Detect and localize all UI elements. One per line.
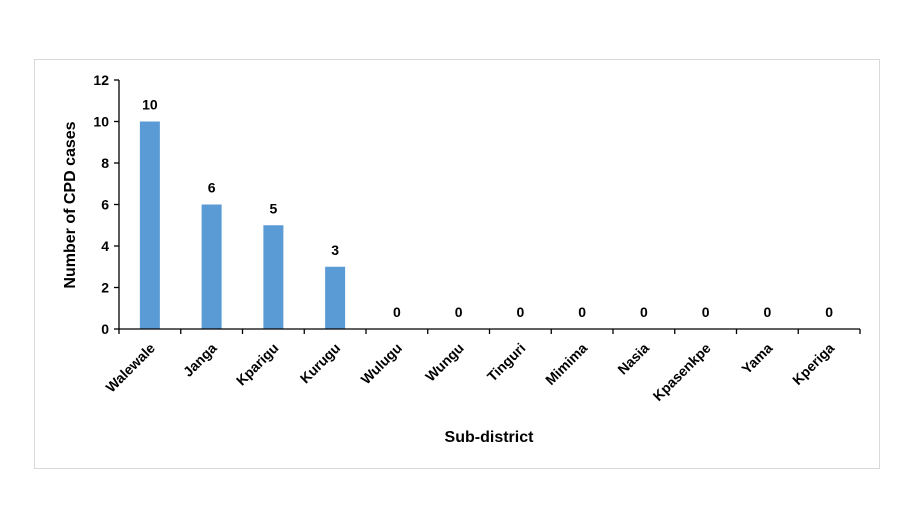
data-label-wungu: 0 bbox=[455, 304, 463, 320]
y-tick-label: 8 bbox=[101, 155, 109, 171]
x-label-kparigu: Kparigu bbox=[233, 340, 282, 389]
x-axis-title: Sub-district bbox=[445, 429, 535, 446]
data-label-kparigu: 5 bbox=[269, 200, 277, 216]
x-label-kpasenkpe: Kpasenkpe bbox=[650, 340, 714, 404]
bars bbox=[139, 121, 346, 329]
x-label-nasia: Nasia bbox=[614, 340, 652, 378]
y-tick-label: 6 bbox=[101, 197, 109, 213]
y-axis-title: Number of CPD cases bbox=[62, 121, 79, 288]
x-label-janga: Janga bbox=[180, 340, 220, 380]
data-label-yama: 0 bbox=[763, 304, 771, 320]
x-label-kperiga: Kperiga bbox=[789, 340, 837, 388]
chart-frame bbox=[34, 59, 880, 469]
y-axis-ticks: 0 2 4 6 8 10 12 bbox=[93, 72, 119, 337]
data-label-kurugu: 3 bbox=[331, 242, 339, 258]
y-tick-label: 2 bbox=[101, 280, 109, 296]
bar-janga bbox=[201, 204, 222, 329]
y-tick-label: 12 bbox=[93, 72, 109, 88]
x-label-kurugu: Kurugu bbox=[297, 340, 344, 387]
data-label-wulugu: 0 bbox=[393, 304, 401, 320]
data-label-tinguri: 0 bbox=[516, 304, 524, 320]
y-tick-label: 10 bbox=[93, 114, 109, 130]
bar-walewale bbox=[139, 121, 160, 329]
x-label-wungu: Wungu bbox=[422, 340, 467, 385]
x-label-wulugu: Wulugu bbox=[358, 340, 405, 387]
x-label-walewale: Walewale bbox=[102, 340, 158, 396]
data-label-janga: 6 bbox=[208, 180, 216, 196]
y-tick-label: 0 bbox=[101, 321, 109, 337]
data-label-kperiga: 0 bbox=[825, 304, 833, 320]
x-label-yama: Yama bbox=[738, 340, 775, 377]
x-label-tinguri: Tinguri bbox=[484, 340, 529, 385]
data-labels: 10 6 5 3 0 0 0 0 0 0 0 0 bbox=[142, 97, 833, 321]
data-label-kpasenkpe: 0 bbox=[702, 304, 710, 320]
bar-kurugu bbox=[325, 266, 346, 329]
data-label-nasia: 0 bbox=[640, 304, 648, 320]
data-label-walewale: 10 bbox=[142, 97, 158, 113]
x-axis-category-labels: Walewale Janga Kparigu Kurugu Wulugu Wungu Tin… bbox=[102, 329, 861, 404]
bar-kparigu bbox=[263, 225, 284, 329]
y-tick-label: 4 bbox=[101, 238, 109, 254]
x-label-mimima: Mimima bbox=[542, 340, 590, 388]
data-label-mimima: 0 bbox=[578, 304, 586, 320]
